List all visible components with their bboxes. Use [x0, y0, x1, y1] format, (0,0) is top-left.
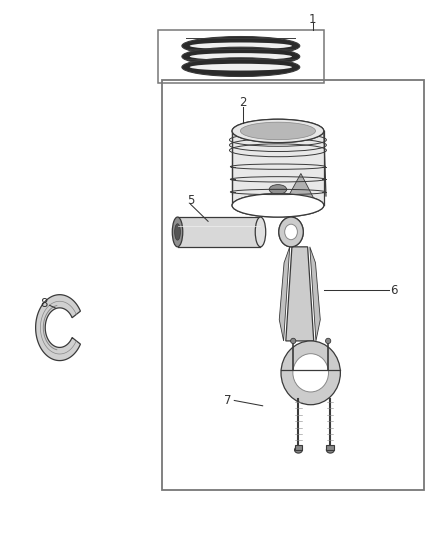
Polygon shape: [177, 217, 261, 247]
Ellipse shape: [240, 122, 315, 140]
Text: 7: 7: [224, 394, 231, 407]
Ellipse shape: [326, 447, 334, 453]
Polygon shape: [285, 173, 314, 203]
Ellipse shape: [182, 58, 300, 77]
Ellipse shape: [294, 447, 302, 453]
Ellipse shape: [269, 184, 287, 194]
Polygon shape: [310, 247, 320, 341]
Polygon shape: [279, 247, 290, 341]
Ellipse shape: [190, 64, 292, 70]
Ellipse shape: [285, 224, 297, 240]
Ellipse shape: [290, 338, 296, 344]
Text: 8: 8: [41, 297, 48, 310]
Ellipse shape: [281, 341, 340, 405]
Polygon shape: [35, 295, 81, 361]
Ellipse shape: [232, 193, 324, 217]
Text: 2: 2: [239, 96, 247, 109]
Ellipse shape: [232, 193, 324, 217]
Ellipse shape: [182, 37, 300, 55]
Ellipse shape: [172, 217, 183, 247]
Ellipse shape: [285, 224, 297, 240]
Text: 5: 5: [187, 193, 194, 207]
Polygon shape: [232, 131, 324, 205]
Text: 1: 1: [309, 13, 317, 26]
Bar: [326, 445, 334, 450]
Ellipse shape: [293, 354, 328, 392]
Bar: [294, 445, 302, 450]
Ellipse shape: [279, 217, 303, 247]
Ellipse shape: [279, 217, 303, 247]
Ellipse shape: [190, 43, 292, 49]
Text: 6: 6: [390, 284, 397, 297]
Bar: [162, 80, 424, 490]
Ellipse shape: [190, 53, 292, 60]
Bar: [158, 30, 324, 83]
Ellipse shape: [232, 119, 324, 143]
Ellipse shape: [175, 224, 180, 240]
Ellipse shape: [240, 122, 315, 140]
Ellipse shape: [255, 217, 266, 247]
Polygon shape: [286, 247, 314, 341]
Ellipse shape: [325, 338, 331, 344]
Ellipse shape: [182, 47, 300, 66]
Ellipse shape: [232, 119, 324, 143]
